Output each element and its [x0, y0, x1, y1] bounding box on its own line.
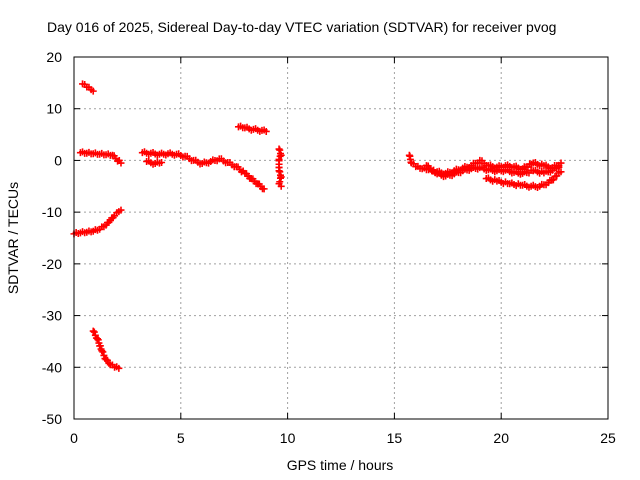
chart-title: Day 016 of 2025, Sidereal Day-to-day VTE… — [47, 19, 556, 35]
y-tick-label: -20 — [42, 256, 62, 272]
y-axis-label: SDTVAR / TECUs — [5, 182, 21, 294]
x-tick-label: 15 — [387, 430, 403, 446]
x-tick-label: 0 — [70, 430, 78, 446]
y-tick-label: -40 — [42, 359, 62, 375]
y-tick-label: 20 — [46, 49, 62, 65]
chart-background — [0, 0, 640, 480]
sdtvar-chart: 0 5 10 15 20 25 -50 -40 -30 -20 -10 0 10 20 Day 016 … — [0, 0, 640, 480]
y-tick-label: -50 — [42, 411, 62, 427]
y-tick-label: -30 — [42, 308, 62, 324]
x-tick-label: 20 — [493, 430, 509, 446]
y-tick-label: -10 — [42, 204, 62, 220]
x-tick-label: 5 — [177, 430, 185, 446]
x-axis-label: GPS time / hours — [287, 457, 394, 473]
y-tick-label: 0 — [54, 152, 62, 168]
x-tick-label: 25 — [600, 430, 616, 446]
y-tick-label: 10 — [46, 101, 62, 117]
x-tick-label: 10 — [280, 430, 296, 446]
